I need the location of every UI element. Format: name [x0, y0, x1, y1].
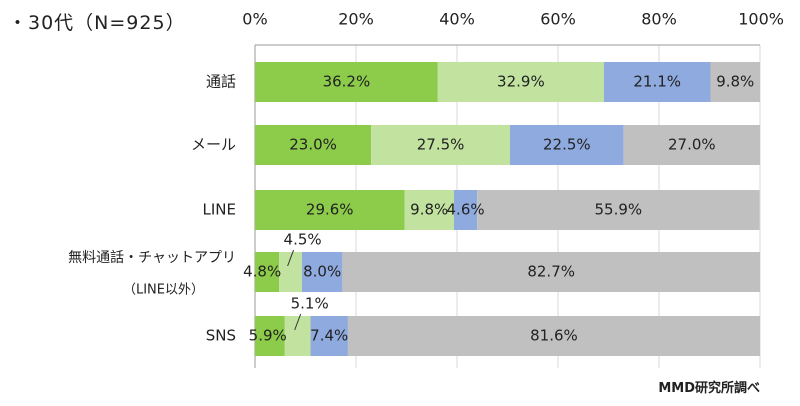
- source-credit: MMD研究所調べ: [658, 381, 760, 396]
- bar-segment: [437, 62, 604, 102]
- x-tick-label: 80%: [641, 10, 677, 29]
- bar-segment: [342, 252, 760, 292]
- data-label: 21.1%: [633, 73, 681, 91]
- data-label: 55.9%: [595, 201, 643, 219]
- leader-line: [287, 249, 295, 267]
- category-label: メール: [191, 136, 236, 154]
- bar-segment: [510, 125, 624, 165]
- data-label: 29.6%: [306, 201, 354, 219]
- x-tick-label: 0%: [242, 10, 267, 29]
- data-label: 7.4%: [310, 327, 348, 345]
- x-tick-label: 20%: [338, 10, 374, 29]
- data-label: 22.5%: [543, 136, 591, 154]
- x-tick-label: 40%: [439, 10, 475, 29]
- data-label: 9.8%: [410, 201, 448, 219]
- data-label: 8.0%: [303, 263, 341, 281]
- bar-segment: [255, 62, 438, 102]
- category-label-sub: （LINE以外）: [123, 283, 204, 298]
- data-label: 27.5%: [417, 136, 465, 154]
- data-label: 82.7%: [527, 263, 575, 281]
- x-tick-label: 100%: [738, 10, 784, 29]
- data-label: 4.6%: [447, 201, 485, 219]
- data-label: 5.9%: [249, 327, 287, 345]
- category-label: LINE: [203, 201, 236, 219]
- x-tick-label: 60%: [540, 10, 576, 29]
- data-label: 23.0%: [289, 136, 337, 154]
- bar-segment: [371, 125, 511, 165]
- data-label: 81.6%: [530, 327, 578, 345]
- bar-segment: [255, 252, 280, 292]
- data-label: 5.1%: [291, 295, 329, 313]
- data-label: 36.2%: [323, 73, 371, 91]
- bar-segment: [603, 62, 711, 102]
- category-label: 無料通話・チャットアプリ: [68, 249, 236, 266]
- data-label: 9.8%: [716, 73, 754, 91]
- data-label: 27.0%: [668, 136, 716, 154]
- category-label: SNS: [206, 327, 236, 345]
- bar-segment: [453, 190, 478, 230]
- bar-segment: [255, 316, 285, 356]
- bar-segment: [710, 62, 760, 102]
- category-label: 通話: [206, 73, 236, 91]
- bar-segment: [477, 190, 760, 230]
- bar-segment: [301, 252, 343, 292]
- data-label: 4.5%: [284, 231, 322, 249]
- leader-line: [294, 313, 302, 331]
- bar-segment: [623, 125, 760, 165]
- bar-segment: [255, 190, 405, 230]
- bar-segment: [255, 125, 372, 165]
- bar-segment: [404, 190, 454, 230]
- data-label: 32.9%: [497, 73, 545, 91]
- bar-segment: [310, 316, 348, 356]
- chart-subtitle: ・30代（N=925）: [8, 12, 186, 34]
- data-label: 4.8%: [243, 263, 281, 281]
- bar-segment: [347, 316, 760, 356]
- bar-segment: [279, 252, 302, 292]
